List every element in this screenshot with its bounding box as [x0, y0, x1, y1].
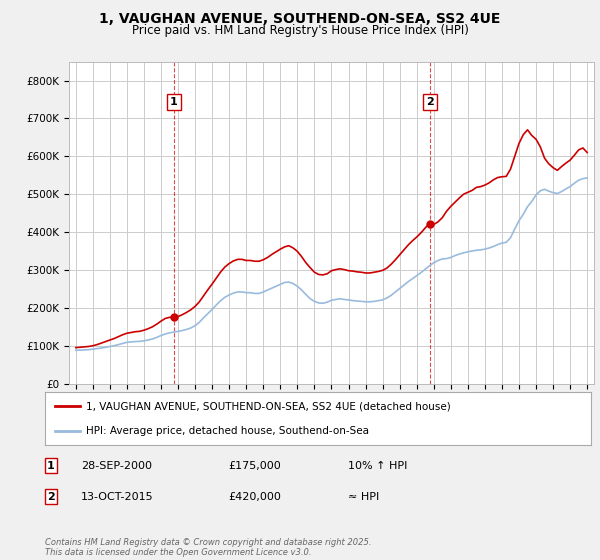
Text: Price paid vs. HM Land Registry's House Price Index (HPI): Price paid vs. HM Land Registry's House …	[131, 24, 469, 36]
Text: 2: 2	[427, 97, 434, 107]
Text: 13-OCT-2015: 13-OCT-2015	[81, 492, 154, 502]
Text: 2: 2	[47, 492, 55, 502]
Text: £175,000: £175,000	[228, 461, 281, 471]
Text: ≈ HPI: ≈ HPI	[348, 492, 379, 502]
Text: Contains HM Land Registry data © Crown copyright and database right 2025.
This d: Contains HM Land Registry data © Crown c…	[45, 538, 371, 557]
Text: 28-SEP-2000: 28-SEP-2000	[81, 461, 152, 471]
Text: 1: 1	[47, 461, 55, 471]
Text: 1: 1	[170, 97, 178, 107]
Text: £420,000: £420,000	[228, 492, 281, 502]
Text: 1, VAUGHAN AVENUE, SOUTHEND-ON-SEA, SS2 4UE: 1, VAUGHAN AVENUE, SOUTHEND-ON-SEA, SS2 …	[100, 12, 500, 26]
Text: HPI: Average price, detached house, Southend-on-Sea: HPI: Average price, detached house, Sout…	[86, 426, 369, 436]
Text: 10% ↑ HPI: 10% ↑ HPI	[348, 461, 407, 471]
Text: 1, VAUGHAN AVENUE, SOUTHEND-ON-SEA, SS2 4UE (detached house): 1, VAUGHAN AVENUE, SOUTHEND-ON-SEA, SS2 …	[86, 402, 451, 412]
